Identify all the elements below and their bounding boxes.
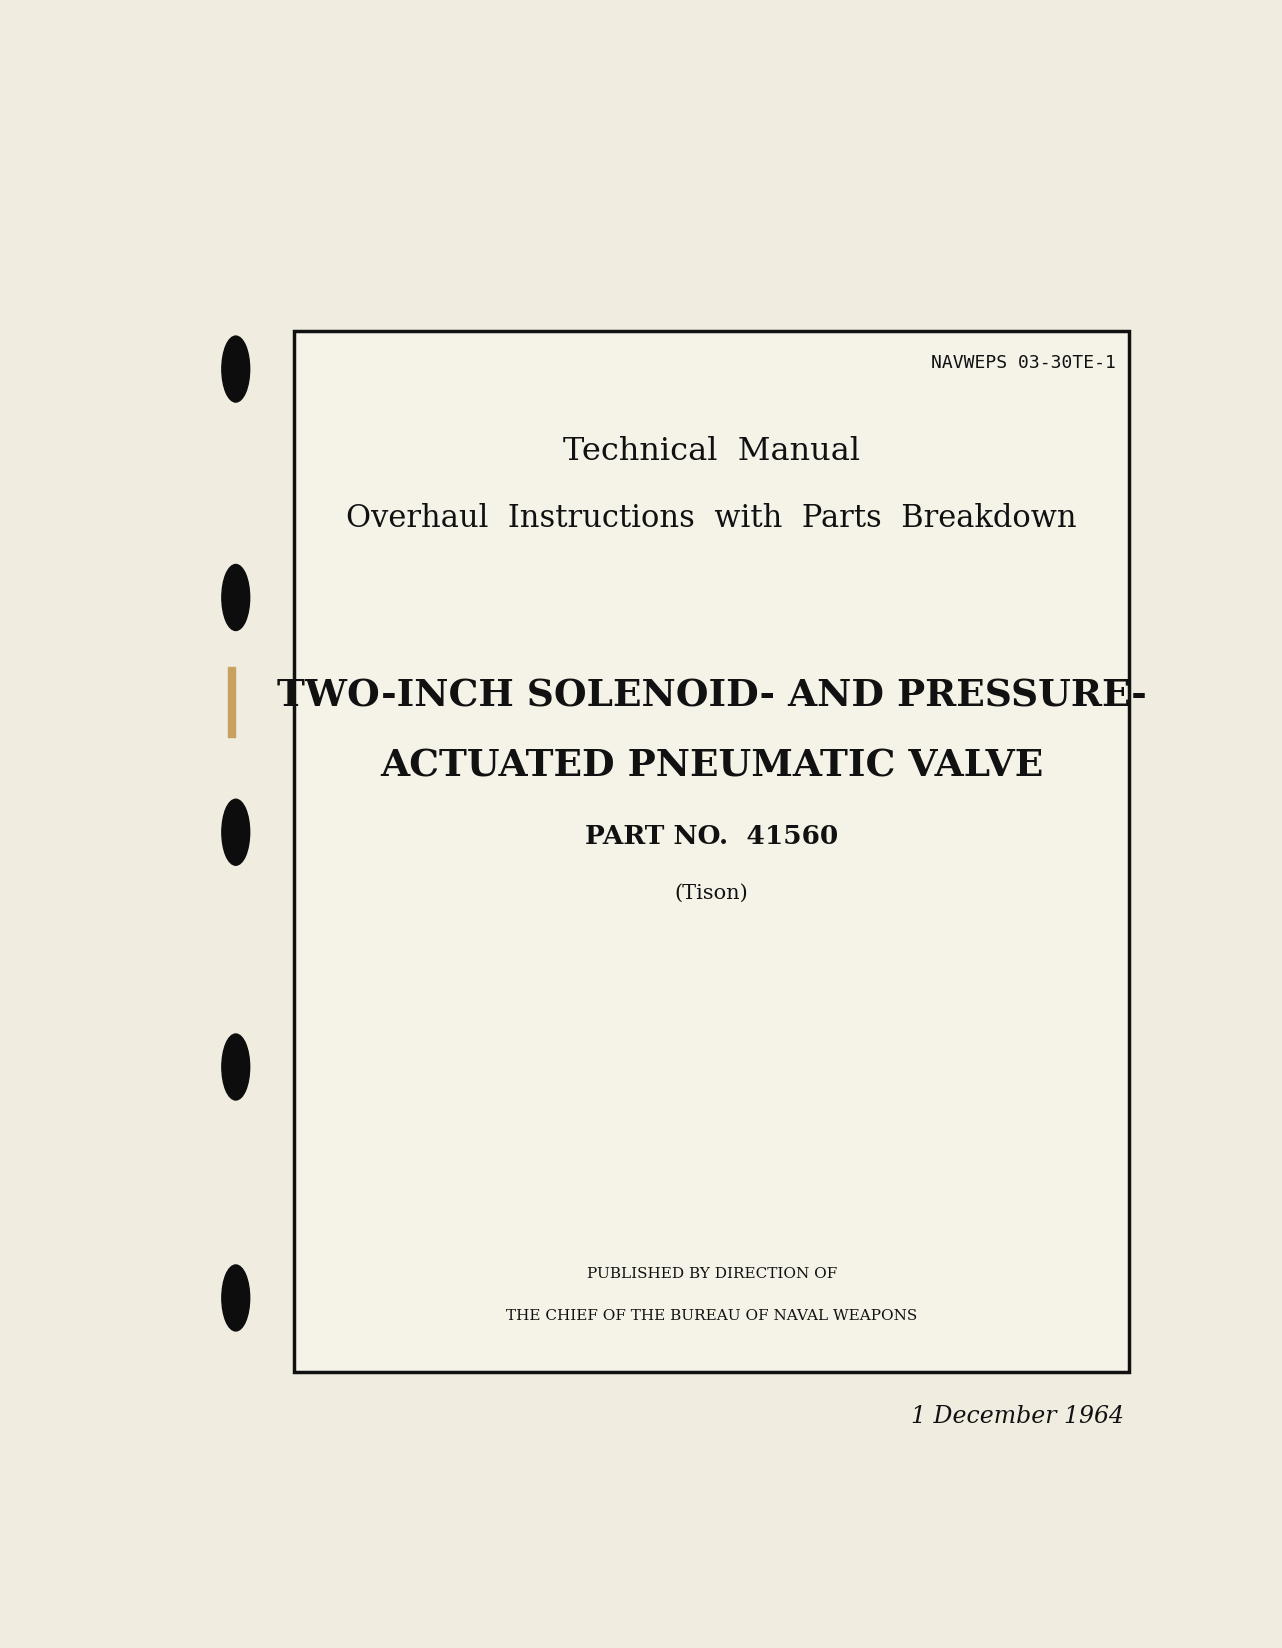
Ellipse shape <box>222 336 250 402</box>
Text: (Tison): (Tison) <box>674 883 749 903</box>
Ellipse shape <box>222 799 250 865</box>
Text: PUBLISHED BY DIRECTION OF: PUBLISHED BY DIRECTION OF <box>587 1267 837 1280</box>
Bar <box>228 667 235 737</box>
Text: NAVWEPS 03-30TE-1: NAVWEPS 03-30TE-1 <box>931 354 1117 372</box>
Text: 1 December 1964: 1 December 1964 <box>912 1404 1124 1427</box>
Ellipse shape <box>222 565 250 631</box>
Text: PART NO.  41560: PART NO. 41560 <box>585 824 838 849</box>
Text: TWO-INCH SOLENOID- AND PRESSURE-: TWO-INCH SOLENOID- AND PRESSURE- <box>277 677 1146 715</box>
Ellipse shape <box>222 1266 250 1332</box>
Text: Technical  Manual: Technical Manual <box>563 437 860 466</box>
Ellipse shape <box>222 1033 250 1099</box>
Text: ACTUATED PNEUMATIC VALVE: ACTUATED PNEUMATIC VALVE <box>379 748 1044 784</box>
Text: THE CHIEF OF THE BUREAU OF NAVAL WEAPONS: THE CHIEF OF THE BUREAU OF NAVAL WEAPONS <box>506 1309 918 1323</box>
Bar <box>295 331 1129 1371</box>
Text: Overhaul  Instructions  with  Parts  Breakdown: Overhaul Instructions with Parts Breakdo… <box>346 503 1077 534</box>
